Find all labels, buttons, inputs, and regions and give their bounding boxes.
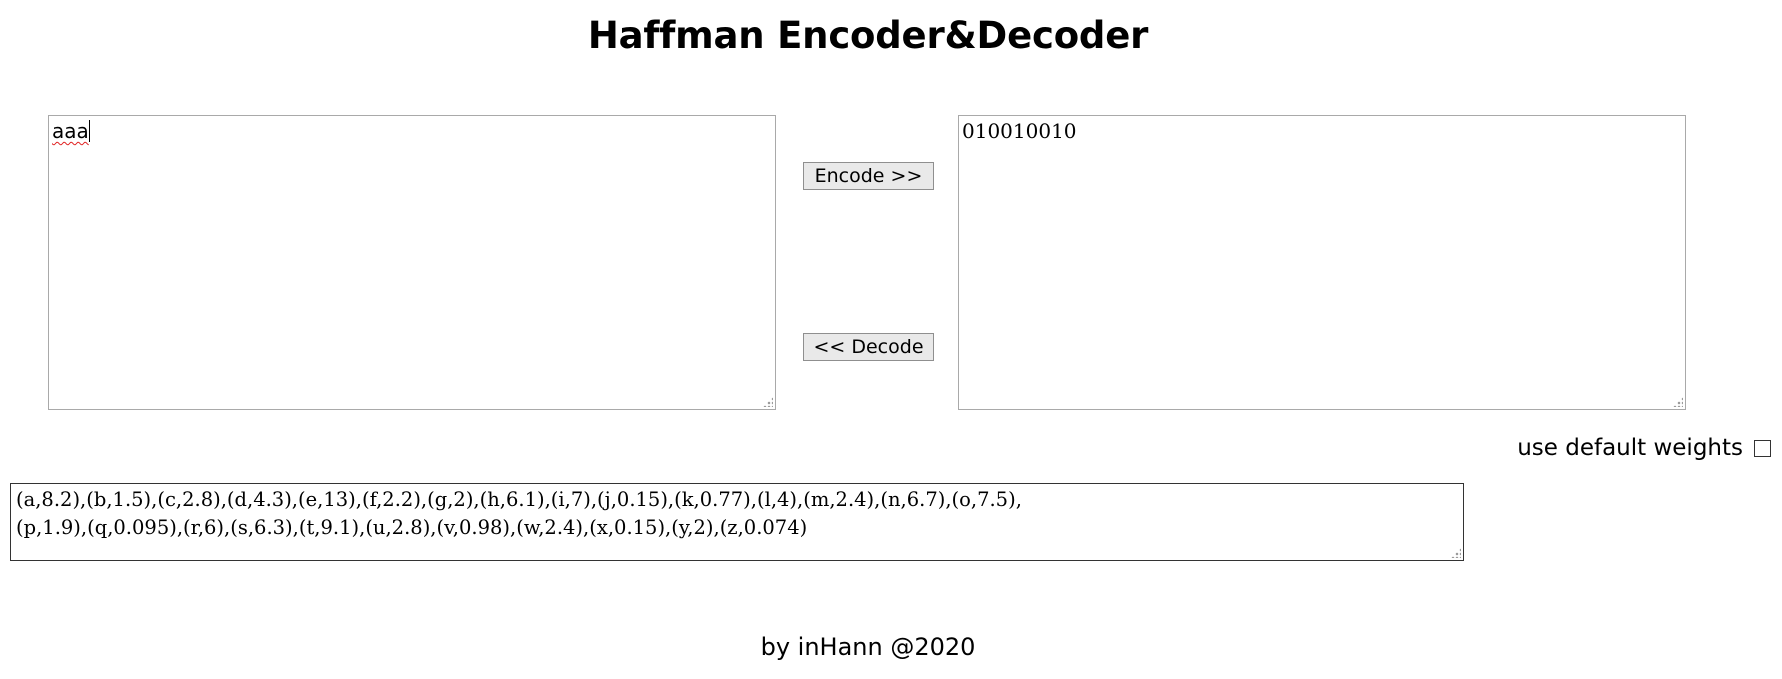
weights-text: (a,8.2),(b,1.5),(c,2.8),(d,4.3),(e,13),(… [16,488,1022,539]
footer-credit: by inHann @2020 [760,633,976,661]
default-weights-option: use default weights [1517,435,1771,461]
input-textarea[interactable]: aaa [48,115,776,410]
weights-textarea[interactable]: (a,8.2),(b,1.5),(c,2.8),(d,4.3),(e,13),(… [10,483,1464,561]
output-text: 010010010 [962,119,1077,143]
input-text: aaa [52,119,89,143]
resize-grip-icon[interactable] [1673,397,1683,407]
encode-button[interactable]: Encode >> [803,162,934,190]
text-caret [88,120,90,142]
resize-grip-icon[interactable] [1451,548,1461,558]
default-weights-checkbox[interactable] [1754,439,1771,457]
resize-grip-icon[interactable] [763,397,773,407]
output-textarea[interactable]: 010010010 [958,115,1686,410]
page-title: Haffman Encoder&Decoder [587,14,1149,57]
decode-button[interactable]: << Decode [803,333,934,361]
default-weights-label: use default weights [1517,435,1743,461]
